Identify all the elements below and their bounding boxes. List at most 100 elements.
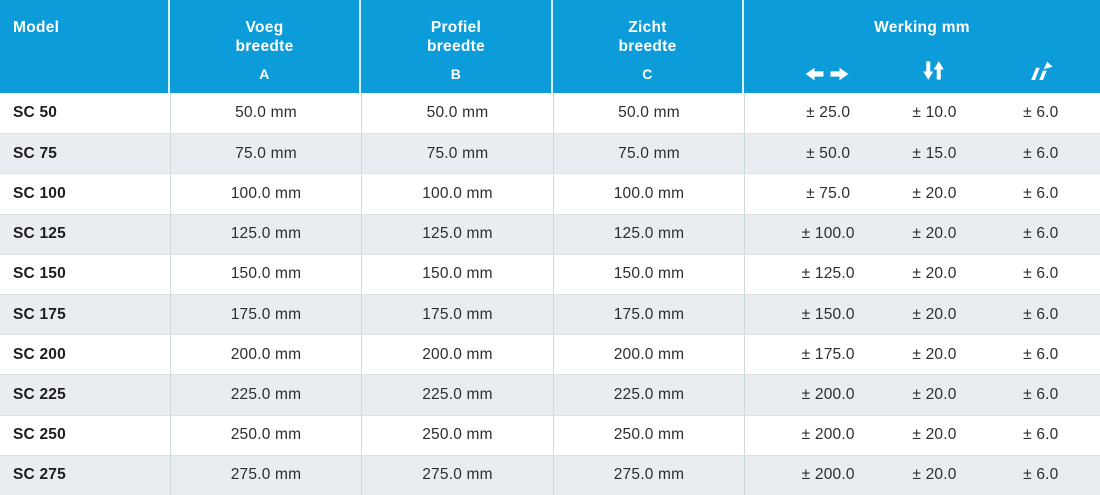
werking-vertical-value: ± 15.0 [912, 144, 957, 162]
werking-diagonal-value: ± 6.0 [1023, 184, 1059, 202]
werking-diagonal-value: ± 6.0 [1023, 104, 1059, 122]
werking-vertical-value: ± 20.0 [912, 385, 957, 403]
zicht-breedte-cell: 275.0 mm [553, 455, 744, 495]
werking-vertical-value: ± 20.0 [912, 305, 957, 323]
profiel-breedte-cell: 200.0 mm [361, 335, 553, 375]
model-cell: SC 50 [13, 104, 58, 122]
werking-diagonal-value: ± 6.0 [1023, 265, 1059, 283]
table-body: SC 50 50.0 mm 50.0 mm 50.0 mm ± 25.0 ± 10.0 ± … [0, 93, 1100, 495]
werking-horizontal-value: ± 100.0 [801, 225, 855, 243]
werking-vertical-value: ± 20.0 [912, 225, 957, 243]
zicht-breedte-cell: 150.0 mm [553, 254, 744, 294]
werking-diagonal-value: ± 6.0 [1023, 385, 1059, 403]
voeg-breedte-cell: 225.0 mm [170, 375, 361, 415]
header-profiel-breedte-label: Profiel breedte [426, 19, 486, 55]
header-voeg-breedte: Voeg breedte A [170, 0, 361, 93]
werking-cell: ± 125.0 ± 20.0 ± 6.0 [744, 254, 1100, 294]
header-voeg-breedte-letter: A [259, 66, 270, 82]
profiel-breedte-cell: 125.0 mm [361, 214, 553, 254]
werking-vertical-value: ± 20.0 [912, 265, 957, 283]
werking-vertical-value: ± 10.0 [912, 104, 957, 122]
werking-vertical-value: ± 20.0 [912, 184, 957, 202]
model-cell: SC 125 [13, 225, 66, 243]
werking-diagonal-value: ± 6.0 [1023, 305, 1059, 323]
header-model: Model [0, 0, 170, 93]
werking-cell: ± 175.0 ± 20.0 ± 6.0 [744, 335, 1100, 375]
werking-cell: ± 200.0 ± 20.0 ± 6.0 [744, 415, 1100, 455]
table-row: SC 175 175.0 mm 175.0 mm 175.0 mm ± 150.0 ± 2… [0, 294, 1100, 335]
header-zicht-breedte: Zicht breedte C [553, 0, 744, 93]
werking-vertical-value: ± 20.0 [912, 466, 957, 484]
table-header: Model Voeg breedte A Profiel breedte B Z… [0, 0, 1100, 93]
model-cell: SC 100 [13, 184, 66, 202]
werking-horizontal-value: ± 200.0 [801, 426, 855, 444]
werking-horizontal-value: ± 125.0 [801, 265, 855, 283]
werking-horizontal-value: ± 50.0 [806, 144, 851, 162]
werking-cell: ± 200.0 ± 20.0 ± 6.0 [744, 375, 1100, 415]
profiel-breedte-cell: 75.0 mm [361, 134, 553, 174]
up-down-arrows-icon [881, 60, 988, 81]
werking-cell: ± 100.0 ± 20.0 ± 6.0 [744, 214, 1100, 254]
werking-icon-row [744, 60, 1100, 81]
profiel-breedte-cell: 225.0 mm [361, 375, 553, 415]
werking-cell: ± 200.0 ± 20.0 ± 6.0 [744, 455, 1100, 495]
profiel-breedte-cell: 275.0 mm [361, 455, 553, 495]
zicht-breedte-cell: 250.0 mm [553, 415, 744, 455]
left-right-arrows-icon [774, 67, 881, 81]
profiel-breedte-cell: 150.0 mm [361, 254, 553, 294]
table-row: SC 50 50.0 mm 50.0 mm 50.0 mm ± 25.0 ± 10.0 ± … [0, 93, 1100, 134]
table-row: SC 125 125.0 mm 125.0 mm 125.0 mm ± 100.0 ± 2… [0, 213, 1100, 254]
zicht-breedte-cell: 75.0 mm [553, 134, 744, 174]
model-cell: SC 250 [13, 426, 66, 444]
model-cell: SC 275 [13, 466, 66, 484]
werking-horizontal-value: ± 175.0 [801, 345, 855, 363]
werking-cell: ± 150.0 ± 20.0 ± 6.0 [744, 295, 1100, 335]
header-profiel-breedte: Profiel breedte B [361, 0, 553, 93]
werking-horizontal-value: ± 150.0 [801, 305, 855, 323]
voeg-breedte-cell: 250.0 mm [170, 415, 361, 455]
werking-horizontal-value: ± 75.0 [806, 184, 851, 202]
voeg-breedte-cell: 50.0 mm [170, 93, 361, 134]
werking-horizontal-value: ± 25.0 [806, 104, 851, 122]
diagonal-shear-arrows-icon [987, 61, 1094, 81]
voeg-breedte-cell: 150.0 mm [170, 254, 361, 294]
profiel-breedte-cell: 50.0 mm [361, 93, 553, 134]
model-cell: SC 225 [13, 385, 66, 403]
model-cell: SC 150 [13, 265, 66, 283]
profiel-breedte-cell: 250.0 mm [361, 415, 553, 455]
zicht-breedte-cell: 200.0 mm [553, 335, 744, 375]
header-werking: Werking mm [744, 0, 1100, 93]
werking-horizontal-value: ± 200.0 [801, 385, 855, 403]
profiel-breedte-cell: 100.0 mm [361, 174, 553, 214]
model-cell: SC 175 [13, 305, 66, 323]
zicht-breedte-cell: 50.0 mm [553, 93, 744, 134]
zicht-breedte-cell: 225.0 mm [553, 375, 744, 415]
table-row: SC 250 250.0 mm 250.0 mm 250.0 mm ± 200.0 ± 2… [0, 414, 1100, 455]
voeg-breedte-cell: 275.0 mm [170, 455, 361, 495]
header-model-label: Model [13, 19, 60, 36]
werking-horizontal-value: ± 200.0 [801, 466, 855, 484]
zicht-breedte-cell: 125.0 mm [553, 214, 744, 254]
table-row: SC 100 100.0 mm 100.0 mm 100.0 mm ± 75.0 ± 20… [0, 173, 1100, 214]
werking-diagonal-value: ± 6.0 [1023, 426, 1059, 444]
voeg-breedte-cell: 75.0 mm [170, 134, 361, 174]
table-row: SC 150 150.0 mm 150.0 mm 150.0 mm ± 125.0 ± 2… [0, 253, 1100, 294]
werking-diagonal-value: ± 6.0 [1023, 345, 1059, 363]
voeg-breedte-cell: 100.0 mm [170, 174, 361, 214]
header-zicht-breedte-label: Zicht breedte [618, 19, 677, 55]
table-row: SC 75 75.0 mm 75.0 mm 75.0 mm ± 50.0 ± 15.0 ± … [0, 133, 1100, 174]
model-cell: SC 75 [13, 144, 58, 162]
werking-cell: ± 25.0 ± 10.0 ± 6.0 [744, 93, 1100, 134]
header-zicht-breedte-letter: C [642, 66, 653, 82]
voeg-breedte-cell: 125.0 mm [170, 214, 361, 254]
zicht-breedte-cell: 175.0 mm [553, 295, 744, 335]
profiel-breedte-cell: 175.0 mm [361, 295, 553, 335]
werking-cell: ± 75.0 ± 20.0 ± 6.0 [744, 174, 1100, 214]
zicht-breedte-cell: 100.0 mm [553, 174, 744, 214]
werking-vertical-value: ± 20.0 [912, 345, 957, 363]
header-voeg-breedte-label: Voeg breedte [235, 19, 294, 55]
werking-vertical-value: ± 20.0 [912, 426, 957, 444]
voeg-breedte-cell: 200.0 mm [170, 335, 361, 375]
header-profiel-breedte-letter: B [450, 66, 462, 82]
